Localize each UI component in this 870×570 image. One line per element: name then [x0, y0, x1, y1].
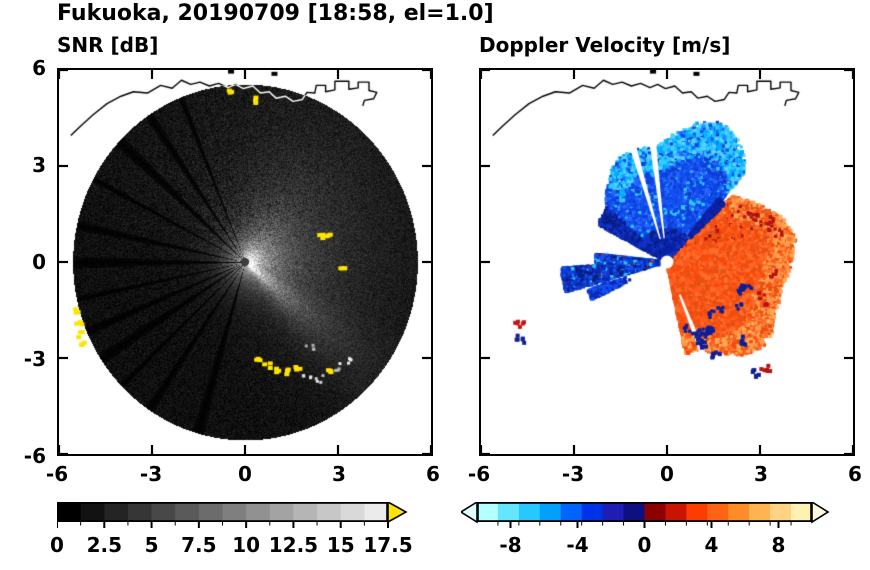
doppler-colorbar-tick-label: 8 — [771, 533, 786, 557]
doppler-panel-title: Doppler Velocity [m/s] — [479, 33, 731, 57]
snr-y-tick-label: 0 — [32, 250, 46, 274]
snr-radar-image — [59, 70, 431, 454]
snr-colorbar-tick-label: 12.5 — [268, 533, 319, 557]
doppler-colorbar-tick-label: -8 — [499, 533, 522, 557]
snr-colorbar-tick-label: 2.5 — [86, 533, 122, 557]
snr-x-tick-label: 0 — [238, 462, 252, 486]
doppler-colorbar-tick-label: 0 — [637, 533, 652, 557]
snr-panel-title: SNR [dB] — [57, 33, 159, 57]
doppler-x-tick-label: 6 — [848, 462, 862, 486]
snr-axis-ticks — [59, 70, 431, 454]
snr-x-tick-label: -6 — [45, 462, 69, 486]
doppler-x-tick-label: -6 — [467, 462, 491, 486]
snr-colorbar-tick-label: 5 — [144, 533, 159, 557]
snr-y-tick-label: -3 — [23, 347, 46, 371]
doppler-axis-ticks — [481, 70, 853, 454]
figure-title: Fukuoka, 20190709 [18:58, el=1.0] — [57, 1, 494, 26]
doppler-x-tick-label: 3 — [754, 462, 768, 486]
snr-colorbar — [57, 502, 408, 528]
snr-y-tick-label: -6 — [23, 444, 46, 468]
snr-colorbar-tick-label: 15 — [326, 533, 355, 557]
snr-x-tick-label: -3 — [139, 462, 163, 486]
snr-colorbar-tick-label: 17.5 — [363, 533, 413, 557]
doppler-plot-area — [479, 68, 855, 456]
snr-colorbar-tick-label: 10 — [232, 533, 261, 557]
snr-x-tick-label: 3 — [332, 462, 346, 486]
snr-colorbar-tick-label: 7.5 — [181, 533, 217, 557]
doppler-x-tick-label: -3 — [561, 462, 585, 486]
snr-plot-area — [57, 68, 433, 456]
doppler-colorbar-tick-label: -4 — [566, 533, 589, 557]
doppler-colorbar-tick-label: 4 — [704, 533, 719, 557]
doppler-colorbar — [461, 502, 830, 528]
snr-y-tick-label: 3 — [32, 153, 46, 177]
snr-colorbar-tick-label: 0 — [50, 533, 64, 557]
doppler-x-tick-label: 0 — [660, 462, 674, 486]
snr-y-tick-label: 6 — [32, 56, 46, 80]
snr-x-tick-label: 6 — [426, 462, 440, 486]
doppler-radar-image — [481, 70, 853, 454]
